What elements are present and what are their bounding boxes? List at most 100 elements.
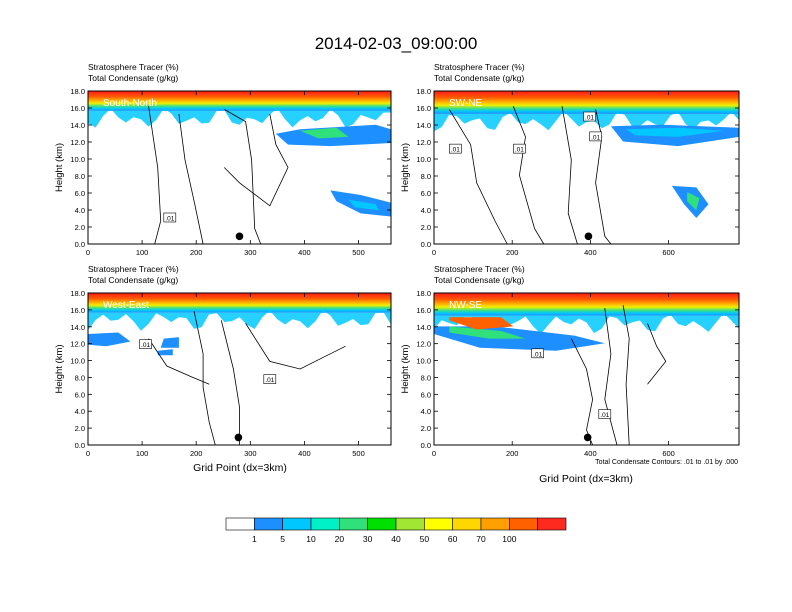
tracer-band	[88, 293, 391, 313]
panel-title-condensate: Total Condensate (g/kg)	[88, 73, 178, 83]
y-tick-label: 14.0	[70, 121, 85, 130]
condensate-contour-2	[220, 320, 240, 445]
x-tick-label: 200	[506, 248, 519, 257]
y-tick-label: 4.0	[75, 206, 85, 215]
colorbar-swatch	[424, 517, 453, 531]
condensate-contour-3	[245, 323, 346, 370]
colorbar-label: 30	[363, 534, 373, 544]
colorbar-swatch	[537, 517, 567, 531]
contour-label: .01	[265, 377, 274, 384]
y-tick-label: 12.0	[70, 138, 85, 147]
panel-title-tracer: Stratosphere Tracer (%)	[88, 264, 179, 274]
panel-3: Stratosphere Tracer (%)Total Condensate …	[54, 264, 392, 458]
panel-frame	[433, 90, 740, 245]
panel-frame	[87, 90, 392, 245]
panel-title-condensate: Total Condensate (g/kg)	[434, 275, 524, 285]
tracer-shade-2	[449, 326, 526, 339]
y-tick-label: 6.0	[421, 189, 431, 198]
condensate-contour-1	[148, 106, 162, 245]
x-tick-label: 0	[86, 248, 90, 257]
y-tick-label: 6.0	[421, 390, 431, 399]
y-tick-label: 8.0	[421, 172, 431, 181]
x-axis-label-right: Grid Point (dx=3km)	[539, 473, 633, 485]
y-tick-label: 10.0	[416, 155, 431, 164]
colorbar-label: 40	[391, 534, 401, 544]
contour-label-box	[513, 143, 526, 154]
tracer-shade-4	[348, 199, 379, 211]
y-axis-label: Height (km)	[54, 344, 65, 393]
contour-label-box	[598, 409, 612, 419]
panel-section-label: West-East	[103, 300, 149, 311]
contour-label: .01	[533, 351, 542, 358]
condensate-contour-1	[448, 109, 508, 245]
tracer-band	[434, 91, 739, 114]
tracer-band	[88, 91, 391, 111]
y-tick-label: 10.0	[70, 357, 85, 366]
panel-title-condensate: Total Condensate (g/kg)	[434, 73, 524, 83]
colorbar-swatch	[367, 517, 397, 531]
y-tick-label: 4.0	[421, 206, 431, 215]
contour-label: .01	[451, 147, 460, 154]
y-tick-label: 18.0	[70, 87, 85, 96]
colorbar: 1 5 10 20 30 40 50 60 70 100	[225, 517, 567, 544]
x-tick-label: 200	[190, 248, 203, 257]
colorbar-label: 70	[476, 534, 486, 544]
panel-frame	[87, 292, 392, 446]
y-tick-label: 12.0	[416, 138, 431, 147]
colorbar-label: 1	[252, 534, 257, 544]
condensate-contour-3	[622, 305, 630, 446]
tracer-band-edge	[88, 310, 391, 331]
x-tick-label: 400	[298, 248, 311, 257]
condensate-contour-1	[570, 338, 594, 446]
contour-label: .01	[141, 342, 150, 349]
y-tick-label: 18.0	[416, 289, 431, 298]
tracer-shade-4	[687, 192, 700, 211]
y-tick-label: 4.0	[421, 407, 431, 416]
y-tick-label: 6.0	[75, 189, 85, 198]
y-tick-label: 16.0	[70, 104, 85, 113]
location-marker	[235, 232, 244, 241]
contour-label-box	[589, 131, 602, 142]
tracer-band	[434, 293, 739, 316]
colorbar-swatch	[452, 517, 482, 531]
condensate-contour-4	[595, 109, 612, 245]
y-tick-label: 18.0	[416, 87, 431, 96]
colorbar-swatch	[225, 517, 255, 531]
figure-title: 2014-02-03_09:00:00	[315, 34, 478, 53]
condensate-contour-3	[224, 109, 262, 245]
condensate-contour-4	[148, 338, 210, 385]
contour-note: Total Condensate Contours: .01 to .01 by…	[595, 459, 738, 466]
y-tick-label: 0.0	[75, 441, 85, 450]
colorbar-swatch	[480, 517, 510, 531]
y-tick-label: 8.0	[75, 373, 85, 382]
panel-section-label: South-North	[103, 98, 157, 109]
x-tick-label: 400	[584, 449, 597, 458]
y-tick-label: 18.0	[70, 289, 85, 298]
y-tick-label: 16.0	[70, 306, 85, 315]
colorbar-label: 10	[306, 534, 316, 544]
y-tick-label: 16.0	[416, 306, 431, 315]
colorbar-swatch	[339, 517, 368, 531]
contour-label-box	[449, 143, 462, 154]
panel-1: Stratosphere Tracer (%)Total Condensate …	[54, 62, 392, 257]
y-tick-label: 0.0	[421, 441, 431, 450]
condensate-contour-4	[647, 323, 667, 385]
y-tick-label: 14.0	[70, 323, 85, 332]
y-axis-label: Height (km)	[54, 143, 65, 192]
contour-label: .01	[600, 412, 609, 419]
colorbar-swatch	[310, 517, 340, 531]
y-axis-label: Height (km)	[400, 344, 411, 393]
colorbar-swatch	[254, 517, 283, 531]
colorbar-swatch	[509, 517, 538, 531]
y-tick-label: 8.0	[421, 373, 431, 382]
tracer-band-edge	[434, 313, 739, 334]
x-tick-label: 400	[298, 449, 311, 458]
panel-title-tracer: Stratosphere Tracer (%)	[434, 264, 525, 274]
condensate-contour-3	[561, 106, 578, 245]
x-tick-label: 600	[662, 449, 675, 458]
colorbar-label: 20	[335, 534, 345, 544]
y-tick-label: 6.0	[75, 390, 85, 399]
condensate-contour-1	[193, 311, 216, 446]
panel-title-tracer: Stratosphere Tracer (%)	[88, 62, 179, 72]
